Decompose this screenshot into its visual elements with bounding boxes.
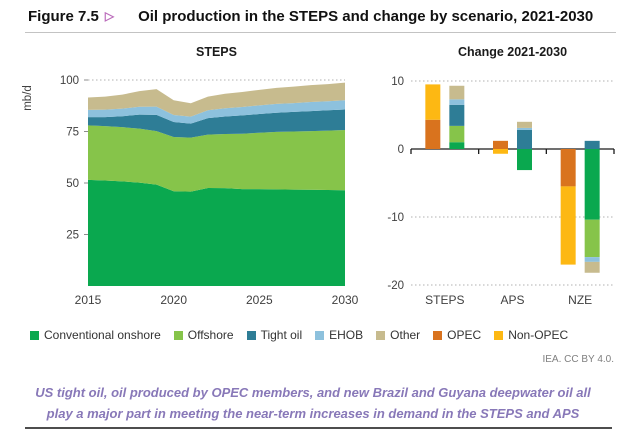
- legend: Conventional onshore Offshore Tight oil …: [30, 328, 620, 342]
- footer-takeaway: US tight oil, oil produced by OPEC membe…: [10, 382, 616, 424]
- legend-label: Non-OPEC: [508, 328, 569, 342]
- svg-text:2030: 2030: [332, 293, 359, 307]
- legend-item-conventional-onshore: Conventional onshore: [30, 328, 161, 342]
- bottom-rule: [25, 427, 612, 429]
- svg-text:STEPS: STEPS: [425, 293, 464, 307]
- svg-text:0: 0: [398, 144, 404, 156]
- svg-text:-10: -10: [387, 212, 404, 224]
- figure-arrow-icon: ▷: [104, 9, 115, 23]
- footer-line: US tight oil, oil produced by OPEC membe…: [35, 385, 591, 400]
- svg-text:NZE: NZE: [568, 293, 592, 307]
- svg-text:75: 75: [66, 127, 79, 139]
- left-chart-title: STEPS: [196, 45, 237, 59]
- svg-text:2015: 2015: [75, 293, 102, 307]
- svg-text:-20: -20: [387, 280, 404, 292]
- opec-swatch-icon: [433, 330, 443, 340]
- footer-line: play a major part in meeting the near-te…: [46, 406, 580, 421]
- legend-item-tight-oil: Tight oil: [246, 328, 303, 342]
- legend-label: Offshore: [187, 328, 234, 342]
- legend-label: EHOB: [329, 328, 364, 342]
- legend-label: Other: [390, 328, 421, 342]
- right-chart-title: Change 2021-2030: [457, 45, 568, 59]
- legend-label: Conventional onshore: [44, 328, 161, 342]
- legend-item-opec: OPEC: [433, 328, 481, 342]
- figure-header: Figure 7.5 ▷ Oil production in the STEPS a…: [28, 8, 616, 26]
- tight-oil-swatch-icon: [246, 330, 256, 340]
- legend-item-other: Other: [376, 328, 420, 342]
- svg-text:mb/d: mb/d: [22, 85, 34, 111]
- ehob-swatch-icon: [315, 330, 325, 340]
- title-divider: [25, 32, 616, 33]
- svg-text:2025: 2025: [246, 293, 273, 307]
- legend-label: OPEC: [447, 328, 482, 342]
- svg-text:10: 10: [391, 76, 404, 88]
- conventional-onshore-swatch-icon: [30, 330, 39, 340]
- attribution: IEA. CC BY 4.0.: [542, 354, 614, 365]
- figure-label: Figure 7.5: [28, 8, 99, 25]
- legend-item-ehob: EHOB: [315, 328, 363, 342]
- legend-item-non-opec: Non-OPEC: [494, 328, 568, 342]
- other-swatch-icon: [376, 330, 386, 340]
- legend-label: Tight oil: [260, 328, 303, 342]
- offshore-swatch-icon: [173, 330, 183, 340]
- svg-text:100: 100: [60, 75, 79, 87]
- figure-title: Oil production in the STEPS and change b…: [138, 8, 594, 25]
- svg-text:25: 25: [66, 230, 79, 242]
- legend-item-offshore: Offshore: [173, 328, 234, 342]
- svg-text:50: 50: [66, 178, 79, 190]
- non-opec-swatch-icon: [494, 330, 504, 340]
- svg-text:2020: 2020: [160, 293, 187, 307]
- svg-text:APS: APS: [500, 293, 524, 307]
